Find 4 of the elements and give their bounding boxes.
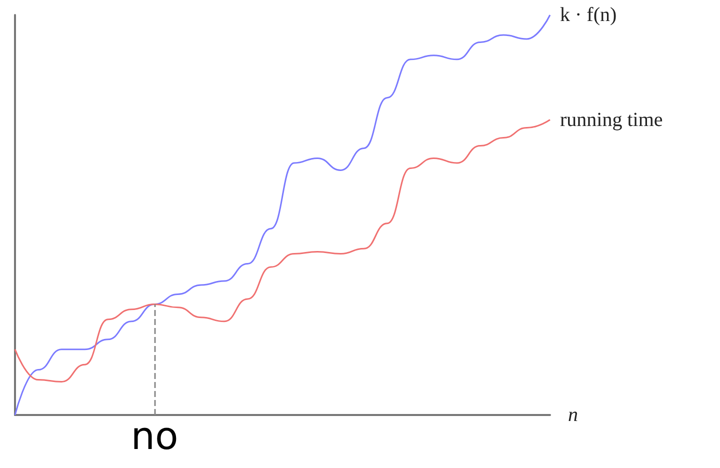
- series-label: running time: [560, 108, 663, 131]
- annotation: no: [130, 414, 178, 458]
- x-axis-title: n: [568, 404, 578, 426]
- series-label: k · f(n): [560, 4, 617, 26]
